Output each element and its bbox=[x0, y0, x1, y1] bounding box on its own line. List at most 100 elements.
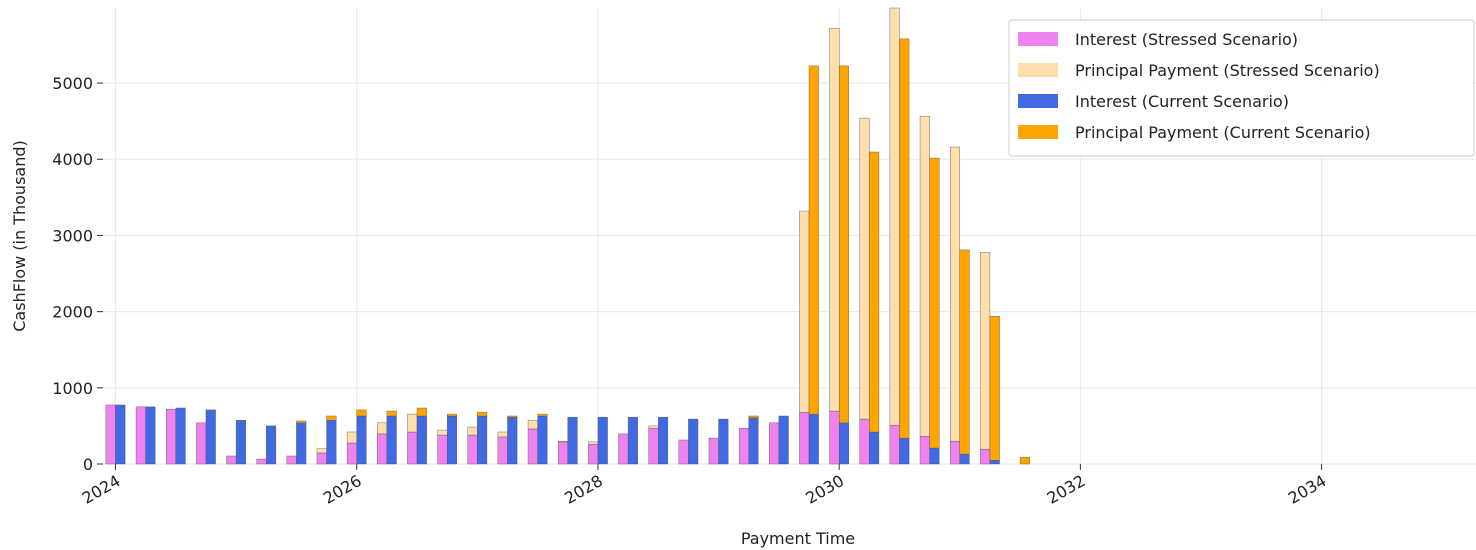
bar bbox=[356, 415, 367, 465]
bar bbox=[869, 431, 880, 465]
bar bbox=[356, 409, 367, 417]
bar bbox=[648, 427, 659, 465]
bar bbox=[166, 408, 177, 465]
bar bbox=[859, 117, 870, 420]
legend-swatch bbox=[1018, 94, 1058, 108]
bar bbox=[557, 441, 568, 465]
bar bbox=[799, 210, 810, 413]
bar bbox=[326, 419, 337, 465]
y-axis-label: CashFlow (in Thousand) bbox=[10, 140, 29, 332]
bar bbox=[627, 416, 638, 465]
bar bbox=[145, 406, 156, 465]
bar bbox=[829, 410, 840, 465]
bar bbox=[446, 413, 457, 417]
bar bbox=[949, 146, 960, 442]
bar bbox=[377, 433, 388, 465]
bar bbox=[829, 27, 840, 412]
legend-label: Principal Payment (Stressed Scenario) bbox=[1075, 61, 1380, 80]
bar bbox=[567, 416, 578, 465]
y-tick-label: 1000 bbox=[52, 379, 93, 398]
bar bbox=[648, 425, 659, 429]
bar bbox=[115, 404, 126, 465]
bar bbox=[437, 429, 448, 436]
bar bbox=[105, 404, 116, 465]
x-tick-label: 2034 bbox=[1285, 471, 1330, 508]
bar bbox=[919, 435, 930, 465]
bar bbox=[407, 413, 418, 433]
bar bbox=[919, 115, 930, 437]
bar bbox=[688, 418, 699, 465]
bar bbox=[407, 431, 418, 465]
bar bbox=[678, 439, 689, 465]
bar bbox=[467, 426, 478, 436]
bar bbox=[256, 458, 267, 465]
x-tick-label: 2032 bbox=[1044, 471, 1089, 508]
bar bbox=[597, 416, 608, 465]
bar bbox=[838, 422, 849, 465]
bar bbox=[286, 455, 297, 465]
x-tick-label: 2028 bbox=[561, 471, 606, 508]
bar bbox=[838, 65, 849, 424]
bar bbox=[537, 415, 548, 465]
bar bbox=[708, 437, 719, 465]
legend-label: Interest (Current Scenario) bbox=[1075, 92, 1289, 111]
legend-swatch bbox=[1018, 63, 1058, 77]
bar bbox=[196, 422, 207, 465]
bar bbox=[497, 436, 508, 465]
x-tick-label: 2024 bbox=[79, 471, 124, 508]
bar bbox=[959, 249, 970, 455]
bar bbox=[859, 418, 870, 465]
bar bbox=[346, 431, 357, 444]
bar bbox=[588, 441, 599, 445]
bar bbox=[346, 442, 357, 465]
bar bbox=[386, 410, 397, 417]
bar bbox=[1019, 456, 1030, 465]
bar bbox=[769, 422, 780, 465]
bar bbox=[477, 415, 488, 465]
legend-swatch bbox=[1018, 125, 1058, 139]
bar bbox=[959, 453, 970, 465]
bar bbox=[467, 434, 478, 465]
bar bbox=[416, 407, 427, 417]
bar bbox=[446, 415, 457, 465]
bar bbox=[226, 455, 237, 465]
legend-swatch bbox=[1018, 32, 1058, 46]
bar bbox=[316, 448, 327, 454]
bar bbox=[527, 419, 538, 430]
bar bbox=[889, 7, 900, 426]
bar bbox=[889, 424, 900, 465]
bar bbox=[989, 315, 1000, 461]
bar bbox=[377, 422, 388, 435]
legend-label: Principal Payment (Current Scenario) bbox=[1075, 123, 1371, 142]
bar bbox=[929, 447, 940, 465]
bar bbox=[296, 422, 307, 465]
legend: Interest (Stressed Scenario) Principal Pa… bbox=[1008, 19, 1475, 157]
bar bbox=[326, 415, 337, 421]
bar bbox=[497, 431, 508, 438]
bar bbox=[527, 428, 538, 465]
x-tick-label: 2026 bbox=[320, 471, 365, 508]
bar bbox=[618, 433, 629, 465]
x-axis-label: Payment Time bbox=[741, 529, 855, 548]
bar bbox=[748, 415, 759, 419]
bar bbox=[316, 452, 327, 465]
bar bbox=[980, 448, 991, 465]
bar bbox=[416, 415, 427, 465]
bar bbox=[980, 251, 991, 450]
y-tick-label: 3000 bbox=[52, 226, 93, 245]
bar bbox=[718, 418, 729, 465]
bar bbox=[949, 440, 960, 465]
bar bbox=[477, 411, 488, 417]
bar bbox=[235, 419, 246, 465]
legend-frame bbox=[1008, 19, 1475, 157]
bar bbox=[507, 415, 518, 418]
bar bbox=[778, 415, 789, 465]
y-tick-label: 4000 bbox=[52, 150, 93, 169]
bar bbox=[748, 417, 759, 465]
bar bbox=[808, 413, 819, 465]
bar bbox=[738, 427, 749, 465]
bar bbox=[899, 437, 910, 465]
bar bbox=[557, 440, 568, 443]
